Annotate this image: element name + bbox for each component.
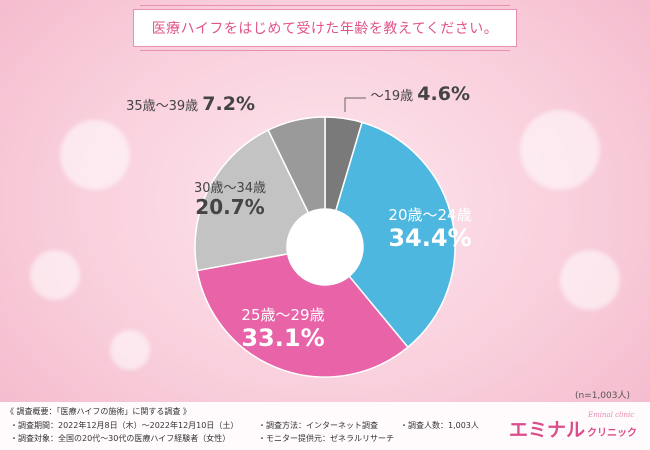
slice-category-1: 20歳～24歳 xyxy=(388,206,471,224)
slice-value-3: 20.7% xyxy=(195,195,264,219)
bokeh-light xyxy=(110,330,150,370)
chart-title: 医療ハイフをはじめて受けた年齢を教えてください。 xyxy=(151,21,499,37)
survey-title: 《 調査概要：「医療ハイフの施術」に関する調査 》 xyxy=(6,407,191,416)
logo-sub-text: クリニック xyxy=(587,428,637,439)
donut-hole xyxy=(287,209,363,285)
slice-value-2: 33.1% xyxy=(241,324,324,352)
survey-footer xyxy=(0,402,650,450)
bokeh-light xyxy=(30,250,80,300)
survey-period: ・調査期間：2022年12月8日（木）～2022年12月10日（土） xyxy=(10,421,239,430)
bokeh-light xyxy=(560,250,620,310)
logo-main-text: エミナル xyxy=(509,419,586,441)
slice-category-2: 25歳～29歳 xyxy=(241,306,324,324)
slice-value-1: 34.4% xyxy=(388,224,471,252)
survey-provider: ・モニター提供元：ゼネラルリサーチ xyxy=(258,434,394,443)
bokeh-light xyxy=(520,110,600,190)
sample-size-note: (n=1,003人) xyxy=(574,391,630,401)
slice-label-0: ～19歳 4.6% xyxy=(371,83,470,105)
slice-category-3: 30歳～34歳 xyxy=(194,181,266,196)
slice-label-4: 35歳～39歳 7.2% xyxy=(126,93,255,115)
title-box: 医療ハイフをはじめて受けた年齢を教えてください。 xyxy=(133,5,517,51)
survey-target: ・調査対象：全国の20代～30代の医療ハイフ経験者（女性） xyxy=(10,434,231,443)
logo-small-text: Eminal clinic xyxy=(588,411,635,419)
survey-count: ・調査人数：1,003人 xyxy=(400,421,479,430)
survey-method: ・調査方法：インターネット調査 xyxy=(258,421,378,430)
leader-line xyxy=(344,97,366,112)
bokeh-light xyxy=(60,120,130,190)
